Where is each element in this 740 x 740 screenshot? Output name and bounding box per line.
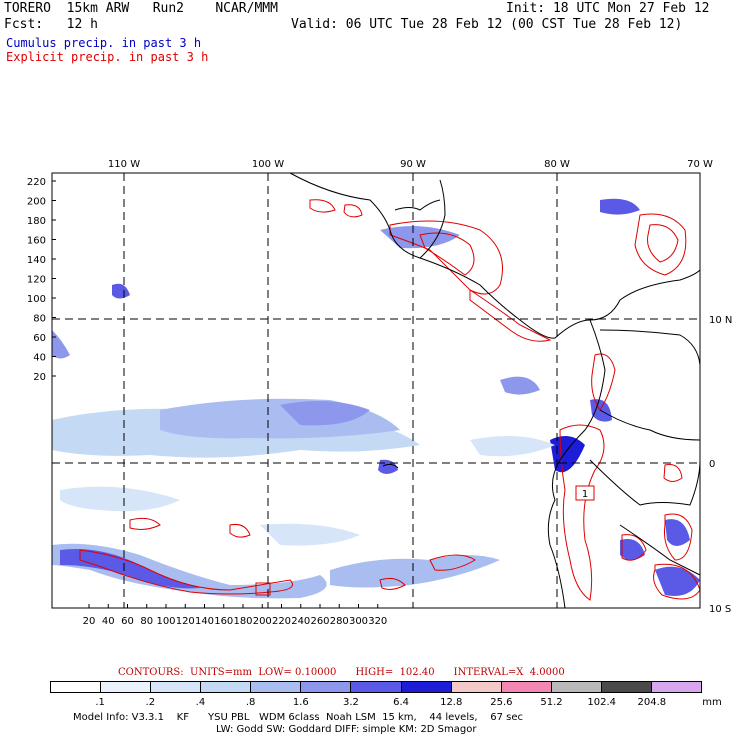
x-tick-label: 40 (102, 616, 115, 627)
x-tick-label: 160 (214, 616, 233, 627)
explicit-precip-contours (79, 199, 701, 601)
colorbar-label: 51.2 (540, 697, 563, 708)
label-box-2 (255, 582, 271, 596)
colorbar-swatch (401, 682, 452, 692)
y-tick-label: 100 (27, 294, 46, 305)
colorbar-unit: mm (702, 697, 722, 708)
x-tick-label: 320 (368, 616, 387, 627)
colorbar-swatch (651, 682, 702, 692)
lon-label: 100 W (252, 159, 284, 170)
label-box (575, 485, 595, 501)
contour-info: CONTOURS: UNITS=mm LOW= 0.10000 HIGH= 10… (118, 667, 565, 678)
y-tick-label: 60 (33, 333, 46, 344)
colorbar-label: 102.4 (587, 697, 617, 708)
y-tick-label: 220 (27, 177, 46, 188)
x-tick-label: 140 (195, 616, 214, 627)
colorbar-swatch (151, 682, 202, 692)
top-lon-labels: 110 W 100 W 90 W 80 W 70 W (108, 159, 713, 170)
x-tick-labels: 20 40 60 80 100 120 140 160 180 200 220 240 260 280 30… (83, 616, 388, 627)
x-tick-label: 180 (233, 616, 252, 627)
x-tick-label: 120 (176, 616, 195, 627)
x-tick-label: 220 (272, 616, 291, 627)
x-tick-label: 200 (253, 616, 272, 627)
colorbar-swatch (101, 682, 152, 692)
colorbar-label: 6.4 (393, 697, 410, 708)
colorbar-swatch (251, 682, 302, 692)
y-tick-label: 120 (27, 275, 46, 286)
x-tick-label: 20 (83, 616, 96, 627)
explicit-precip-label: Explicit precip. in past 3 h (6, 50, 209, 64)
y-tick-label: 80 (33, 314, 46, 325)
y-tick-labels: 220 200 180 160 140 120 100 80 60 40 20 (27, 177, 46, 383)
lon-label: 70 W (687, 159, 713, 170)
lon-label: 110 W (108, 159, 140, 170)
colorbar-swatch (51, 682, 102, 692)
y-tick-label: 140 (27, 255, 46, 266)
x-tick-label: 300 (349, 616, 368, 627)
y-tick-label: 180 (27, 216, 46, 227)
label-box-text: 1 (582, 489, 588, 500)
colorbar-label: .8 (245, 697, 256, 708)
y-tick-label: 160 (27, 236, 46, 247)
colorbar-swatch (601, 682, 652, 692)
physics-info: LW: Godd SW: Goddard DIFF: simple KM: 2D… (216, 724, 477, 735)
graticule (52, 173, 700, 608)
x-tick-label: 80 (140, 616, 153, 627)
lat-label: 0 (709, 459, 715, 470)
coastlines (289, 172, 701, 609)
x-tick-label: 260 (310, 616, 329, 627)
colorbar-label: 3.2 (342, 697, 359, 708)
map-frame (51, 172, 701, 609)
x-tick-label: 100 (156, 616, 175, 627)
colorbar-swatch (351, 682, 402, 692)
model-title: TORERO 15km ARW Run2 NCAR/MMM (4, 1, 278, 16)
y-tick-label: 40 (33, 353, 46, 364)
colorbar-swatch (551, 682, 602, 692)
y-tick-label: 200 (27, 197, 46, 208)
x-tick-label: 280 (330, 616, 349, 627)
precip-shading (52, 198, 700, 599)
lon-label: 90 W (400, 159, 426, 170)
y-tick-label: 20 (33, 372, 46, 383)
colorbar-label: 1.6 (292, 697, 309, 708)
cumulus-precip-label: Cumulus precip. in past 3 h (6, 36, 202, 50)
init-time: Init: 18 UTC Mon 27 Feb 12 (506, 1, 710, 16)
lon-label: 80 W (544, 159, 570, 170)
forecast-hour: Fcst: 12 h (4, 17, 98, 32)
lat-label: 10 S (709, 604, 731, 615)
colorbar (50, 681, 702, 693)
colorbar-swatch (201, 682, 252, 692)
x-tick-label: 240 (291, 616, 310, 627)
model-info: Model Info: V3.3.1 KF YSU PBL WDM 6class… (73, 712, 523, 723)
lat-label: 10 N (709, 315, 732, 326)
colorbar-swatch (501, 682, 552, 692)
colorbar-label: .1 (95, 697, 105, 708)
tick-marks (52, 180, 379, 608)
colorbar-label: 25.6 (490, 697, 513, 708)
valid-time: Valid: 06 UTC Tue 28 Feb 12 (00 CST Tue … (291, 17, 683, 32)
x-tick-label: 60 (121, 616, 134, 627)
colorbar-swatch (301, 682, 352, 692)
colorbar-label: .4 (195, 697, 206, 708)
colorbar-label: 12.8 (440, 697, 463, 708)
colorbar-label: .2 (145, 697, 156, 708)
right-lat-labels: 10 N 0 10 S (709, 315, 732, 615)
colorbar-label: 204.8 (637, 697, 667, 708)
colorbar-swatch (451, 682, 502, 692)
